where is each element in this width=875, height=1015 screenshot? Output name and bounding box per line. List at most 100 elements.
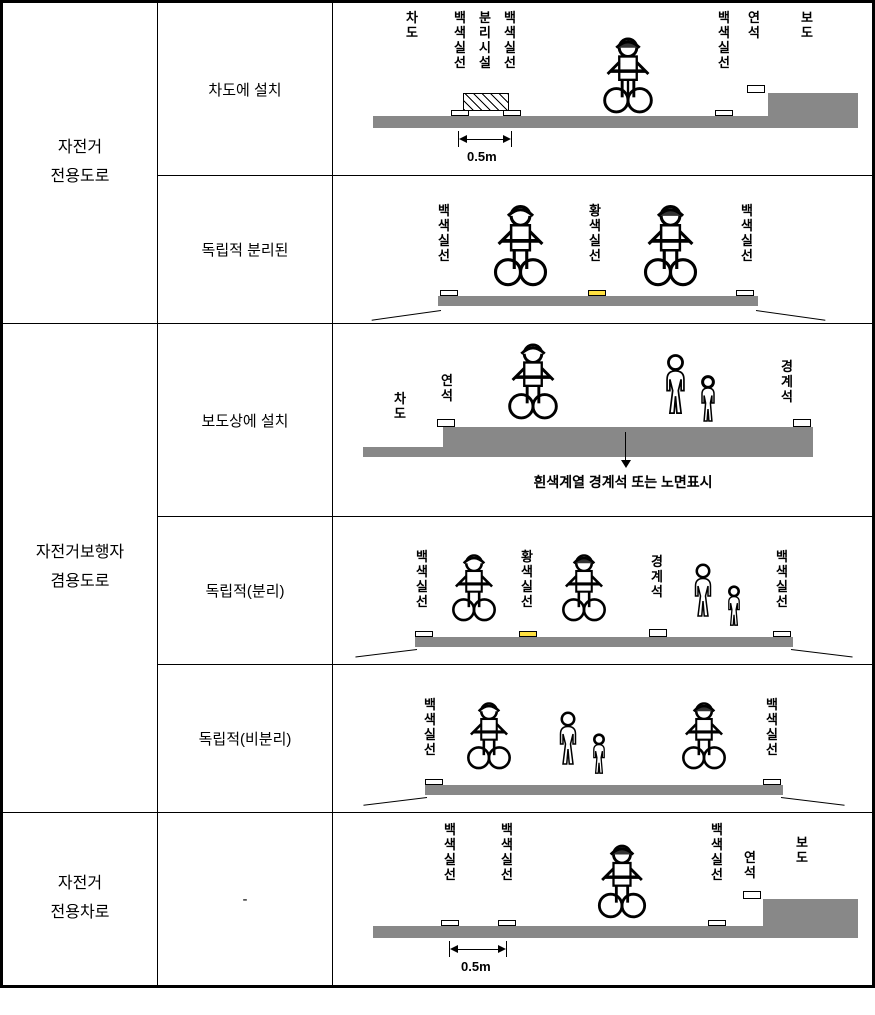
label-white-solid: 백색실선 [738, 204, 756, 264]
arrow-down-icon [625, 432, 631, 468]
label-white-solid: 백색실선 [715, 11, 733, 71]
pedestrian-adult-icon [683, 547, 723, 635]
label-white-solid: 백색실선 [498, 823, 516, 883]
label-curb: 연석 [741, 851, 759, 881]
category-bike-pedestrian: 자전거보행자 겸용도로 [3, 324, 158, 813]
category-bike-only-lane: 자전거 전용차로 [3, 813, 158, 986]
label-white-solid: 백색실선 [451, 11, 469, 71]
sub-independent-sep: 독립적(분리) [158, 517, 333, 665]
white-line-marker [425, 779, 443, 785]
label-boundary-stone: 경계석 [648, 555, 666, 600]
label-sidewalk: 보도 [793, 836, 811, 866]
dim-arrow [503, 135, 511, 143]
slope-left [355, 649, 417, 658]
dim-line [466, 139, 504, 140]
white-line-marker [708, 920, 726, 926]
white-line-marker [441, 920, 459, 926]
label-curb: 연석 [745, 11, 763, 41]
separator-hatch [463, 93, 509, 111]
label-white-solid: 백색실선 [441, 823, 459, 883]
road-surface [438, 296, 758, 306]
curb-marker [437, 419, 455, 427]
pedestrian-child-icon [586, 729, 612, 781]
label-separator: 분리시설 [476, 11, 494, 71]
slope-right [791, 649, 853, 658]
sidewalk-surface [763, 899, 858, 938]
road-surface [363, 447, 443, 457]
label-roadway: 차도 [391, 392, 409, 422]
white-line-marker [763, 779, 781, 785]
cyclist-icon [588, 835, 656, 925]
sub-on-sidewalk: 보도상에 설치 [158, 324, 333, 517]
sub-none: - [158, 813, 333, 986]
pedestrian-adult-icon [653, 340, 698, 430]
dim-arrow [498, 945, 506, 953]
label-white-solid: 백색실선 [413, 550, 431, 610]
bike-lane-table: 자전거 전용도로 차도에 설치 백색실선 분리시설 백색실선 백색실선 연석 보… [0, 0, 875, 988]
dim-text: 0.5m [461, 959, 491, 974]
dim-tick [506, 941, 507, 957]
label-white-solid: 백색실선 [763, 698, 781, 758]
white-line-marker [736, 290, 754, 296]
cyclist-icon [458, 687, 520, 782]
label-curb: 연석 [438, 374, 456, 404]
label-yellow-solid: 황색실선 [586, 204, 604, 264]
label-white-solid: 백색실선 [421, 698, 439, 758]
cyclist-icon [673, 687, 735, 782]
label-roadway: 차도 [403, 11, 421, 41]
category-label: 자전거 전용도로 [3, 134, 157, 192]
label-white-solid: 백색실선 [708, 823, 726, 883]
slope-right [781, 797, 845, 806]
pedestrian-child-icon [721, 581, 747, 633]
category-label: 자전거 전용차로 [3, 870, 157, 928]
yellow-line-marker [588, 290, 606, 296]
yellow-line-marker [519, 631, 537, 637]
diagram-row5: 백색실선 백색실선 [333, 665, 873, 813]
label-white-solid: 백색실선 [501, 11, 519, 71]
road-surface [415, 637, 793, 647]
dim-text: 0.5m [467, 149, 497, 164]
slope-left [372, 310, 441, 321]
diagram-row1: 백색실선 분리시설 백색실선 백색실선 연석 보도 차도 [333, 3, 873, 176]
road-surface [425, 785, 783, 795]
dim-line [457, 949, 499, 950]
pedestrian-child-icon [693, 372, 723, 428]
road-surface [373, 116, 768, 128]
curb-marker [747, 85, 765, 93]
diagram-row2: 백색실선 황색실선 백색실선 [333, 176, 873, 324]
white-line-marker [715, 110, 733, 116]
label-boundary-stone: 경계석 [778, 360, 796, 405]
road-surface [373, 926, 763, 938]
pedestrian-adult-icon [548, 695, 588, 783]
cyclist-icon [633, 194, 708, 294]
sub-on-roadway: 차도에 설치 [158, 3, 333, 176]
white-line-marker [415, 631, 433, 637]
cyclist-icon [443, 539, 505, 634]
boundary-stone-marker [793, 419, 811, 427]
white-line-marker [498, 920, 516, 926]
label-yellow-solid: 황색실선 [518, 550, 536, 610]
white-line-marker [503, 110, 521, 116]
cyclist-icon [593, 29, 663, 119]
sub-independent-separated: 독립적 분리된 [158, 176, 333, 324]
category-label: 자전거보행자 겸용도로 [3, 539, 157, 597]
label-white-solid: 백색실선 [435, 204, 453, 264]
slope-left [363, 797, 427, 806]
slope-right [756, 310, 825, 321]
note-boundary: 흰색계열 경계석 또는 노면표시 [473, 472, 773, 492]
dim-tick [511, 131, 512, 147]
sub-independent-nosep: 독립적(비분리) [158, 665, 333, 813]
diagram-row6: 백색실선 백색실선 백색실선 연석 보도 [333, 813, 873, 986]
diagram-row4: 백색실선 황색실선 경계석 백색실선 [333, 517, 873, 665]
white-line-marker [773, 631, 791, 637]
label-white-solid: 백색실선 [773, 550, 791, 610]
category-bike-only-road: 자전거 전용도로 [3, 3, 158, 324]
sidewalk-surface [768, 93, 858, 128]
cyclist-icon [498, 334, 568, 426]
white-line-marker [440, 290, 458, 296]
boundary-stone-marker [649, 629, 667, 637]
cyclist-icon [553, 539, 615, 634]
curb-marker [743, 891, 761, 899]
diagram-row3: 차도 연석 경계석 [333, 324, 873, 517]
cyclist-icon [483, 194, 558, 294]
